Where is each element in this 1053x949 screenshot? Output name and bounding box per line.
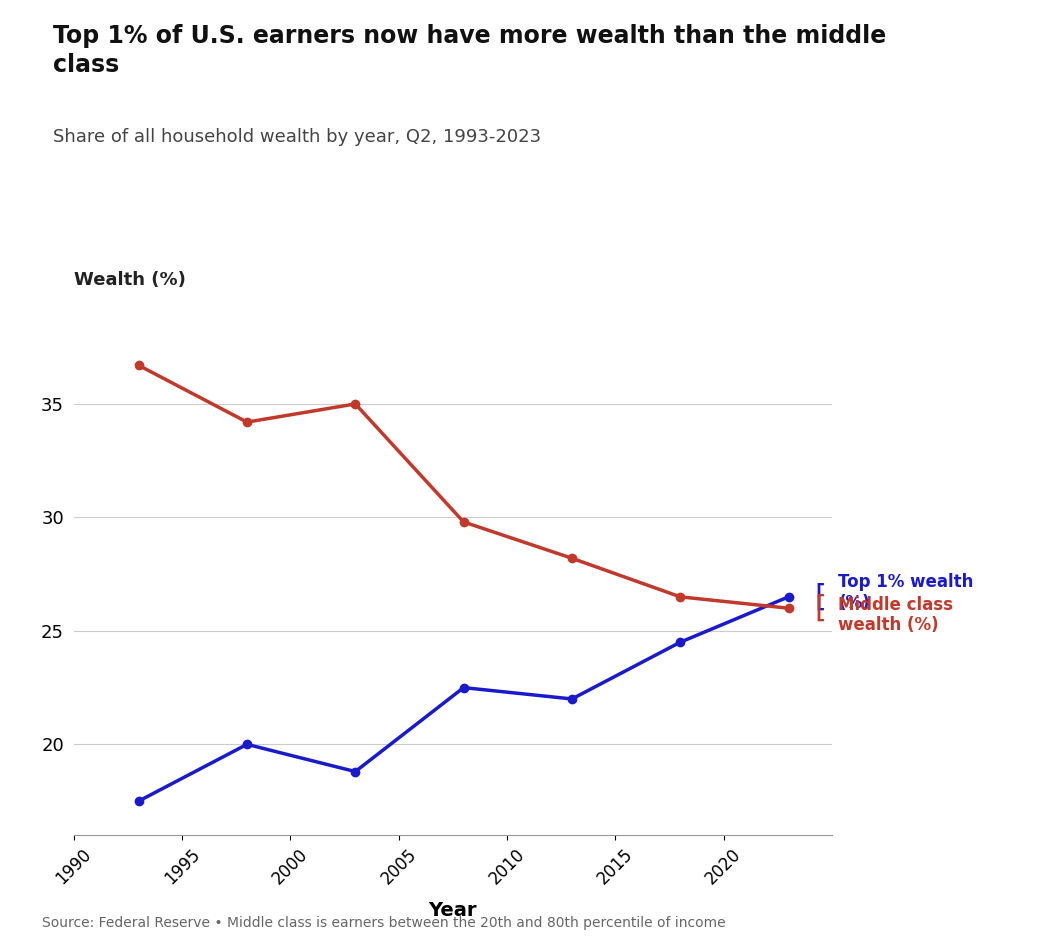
X-axis label: Year: Year (429, 902, 477, 921)
Text: Source: Federal Reserve • Middle class is earners between the 20th and 80th perc: Source: Federal Reserve • Middle class i… (42, 916, 726, 930)
Text: Top 1% wealth
(%): Top 1% wealth (%) (838, 573, 974, 612)
Text: [: [ (815, 583, 827, 611)
Text: [: [ (815, 594, 827, 623)
Text: Middle class
wealth (%): Middle class wealth (%) (838, 596, 953, 634)
Text: Top 1% of U.S. earners now have more wealth than the middle
class: Top 1% of U.S. earners now have more wea… (53, 24, 886, 78)
Text: Share of all household wealth by year, Q2, 1993-2023: Share of all household wealth by year, Q… (53, 128, 541, 146)
Text: Wealth (%): Wealth (%) (74, 271, 185, 289)
